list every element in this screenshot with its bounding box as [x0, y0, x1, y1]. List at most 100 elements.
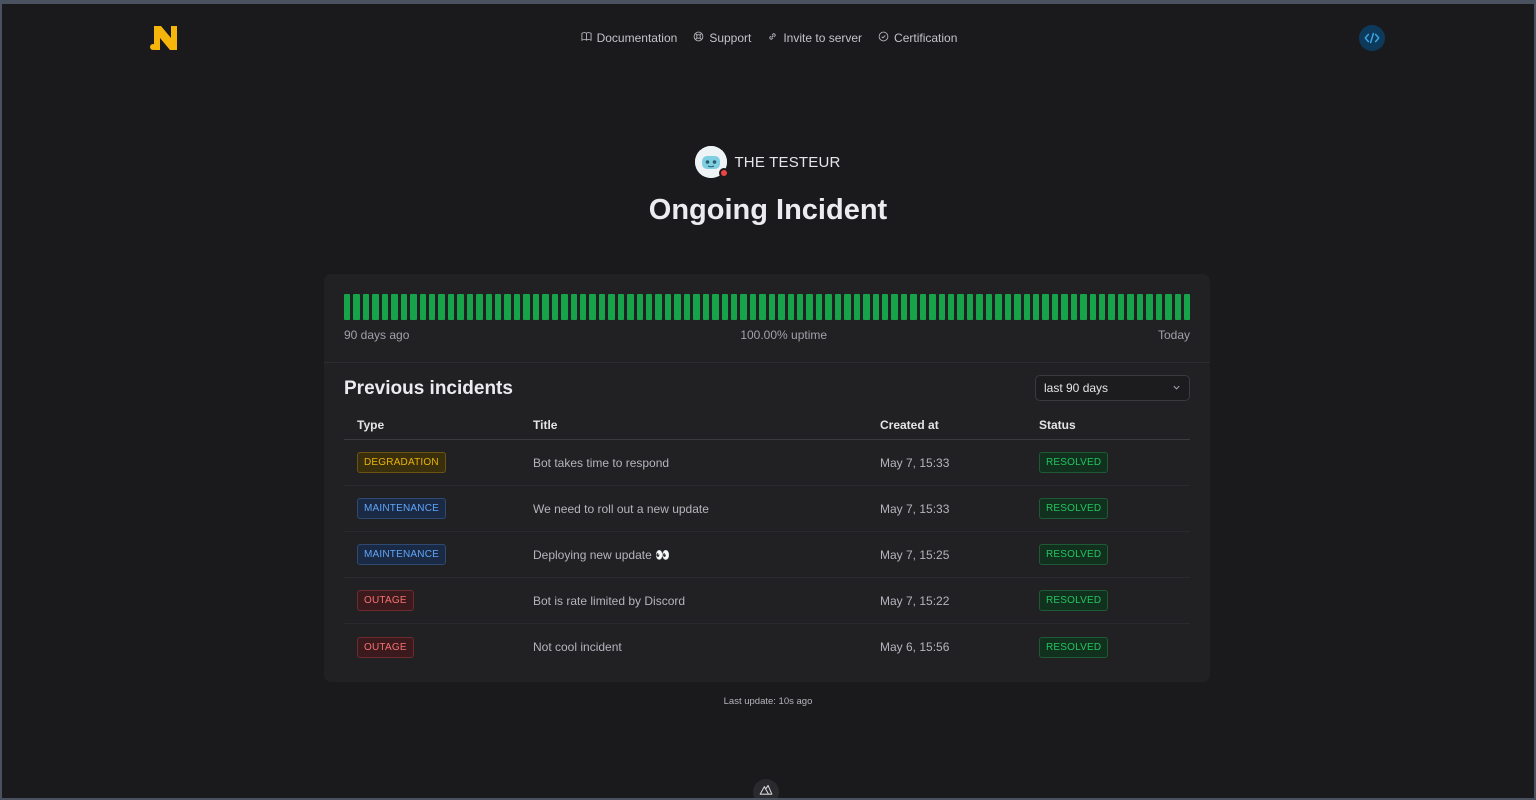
uptime-day-bar[interactable] [787, 294, 794, 320]
nav-documentation[interactable]: Documentation [581, 30, 677, 46]
uptime-day-bar[interactable] [919, 294, 927, 320]
uptime-day-bar[interactable] [532, 294, 540, 320]
uptime-day-bar[interactable] [636, 294, 643, 320]
table-row[interactable]: MAINTENANCE Deploying new update 👀 May 7… [344, 532, 1190, 578]
uptime-day-bar[interactable] [806, 294, 813, 320]
uptime-day-bar[interactable] [910, 294, 917, 320]
uptime-day-bar[interactable] [589, 294, 596, 320]
uptime-day-bar[interactable] [853, 294, 861, 320]
uptime-day-bar[interactable] [1165, 294, 1172, 320]
uptime-day-bar[interactable] [759, 294, 766, 320]
uptime-day-bar[interactable] [391, 294, 398, 320]
uptime-day-bar[interactable] [410, 294, 417, 320]
uptime-day-bar[interactable] [664, 294, 672, 320]
uptime-day-bar[interactable] [655, 294, 662, 320]
uptime-day-bar[interactable] [1080, 294, 1087, 320]
uptime-day-bar[interactable] [1070, 294, 1078, 320]
uptime-day-bar[interactable] [579, 294, 587, 320]
uptime-day-bar[interactable] [976, 294, 983, 320]
uptime-day-bar[interactable] [721, 294, 728, 320]
uptime-day-bar[interactable] [504, 294, 511, 320]
uptime-day-bar[interactable] [749, 294, 757, 320]
uptime-day-bar[interactable] [1174, 294, 1181, 320]
uptime-day-bar[interactable] [1099, 294, 1106, 320]
uptime-day-bar[interactable] [995, 294, 1002, 320]
uptime-day-bar[interactable] [966, 294, 974, 320]
uptime-day-bar[interactable] [900, 294, 908, 320]
uptime-day-bar[interactable] [797, 294, 804, 320]
uptime-day-bar[interactable] [1032, 294, 1040, 320]
uptime-day-bar[interactable] [778, 294, 785, 320]
uptime-day-bar[interactable] [1127, 294, 1134, 320]
uptime-day-bar[interactable] [372, 294, 379, 320]
uptime-day-bar[interactable] [617, 294, 625, 320]
uptime-day-bar[interactable] [674, 294, 681, 320]
uptime-day-bar[interactable] [929, 294, 936, 320]
uptime-day-bar[interactable] [1023, 294, 1030, 320]
uptime-day-bar[interactable] [825, 294, 832, 320]
uptime-day-bar[interactable] [1155, 294, 1163, 320]
uptime-day-bar[interactable] [1146, 294, 1153, 320]
nav-invite[interactable]: Invite to server [767, 30, 862, 46]
uptime-day-bar[interactable] [1061, 294, 1068, 320]
uptime-day-bar[interactable] [400, 294, 408, 320]
uptime-day-bar[interactable] [891, 294, 898, 320]
uptime-day-bar[interactable] [881, 294, 889, 320]
uptime-day-bar[interactable] [598, 294, 606, 320]
uptime-day-bar[interactable] [457, 294, 464, 320]
uptime-day-bar[interactable] [1117, 294, 1125, 320]
uptime-day-bar[interactable] [551, 294, 559, 320]
uptime-day-bar[interactable] [1042, 294, 1049, 320]
uptime-day-bar[interactable] [1089, 294, 1096, 320]
uptime-day-bar[interactable] [740, 294, 747, 320]
uptime-day-bar[interactable] [844, 294, 851, 320]
uptime-day-bar[interactable] [872, 294, 879, 320]
uptime-day-bar[interactable] [447, 294, 455, 320]
table-row[interactable]: OUTAGE Not cool incident May 6, 15:56 RE… [344, 624, 1190, 670]
uptime-day-bar[interactable] [938, 294, 945, 320]
uptime-day-bar[interactable] [561, 294, 568, 320]
uptime-day-bar[interactable] [362, 294, 370, 320]
uptime-day-bar[interactable] [948, 294, 955, 320]
uptime-day-bar[interactable] [381, 294, 389, 320]
uptime-day-bar[interactable] [957, 294, 964, 320]
uptime-day-bar[interactable] [1183, 294, 1191, 320]
uptime-day-bar[interactable] [495, 294, 502, 320]
uptime-day-bar[interactable] [513, 294, 521, 320]
nav-certification[interactable]: Certification [878, 30, 957, 46]
uptime-day-bar[interactable] [476, 294, 483, 320]
uptime-day-bar[interactable] [353, 294, 360, 320]
uptime-day-bar[interactable] [712, 294, 719, 320]
uptime-day-bar[interactable] [523, 294, 530, 320]
uptime-day-bar[interactable] [1136, 294, 1144, 320]
nav-support[interactable]: Support [693, 30, 751, 46]
uptime-day-bar[interactable] [570, 294, 577, 320]
uptime-day-bar[interactable] [344, 294, 351, 320]
brand-logo-icon[interactable] [148, 22, 178, 52]
uptime-day-bar[interactable] [608, 294, 615, 320]
uptime-day-bar[interactable] [466, 294, 474, 320]
table-row[interactable]: MAINTENANCE We need to roll out a new up… [344, 486, 1190, 532]
table-row[interactable]: DEGRADATION Bot takes time to respond Ma… [344, 440, 1190, 486]
range-select[interactable]: last 90 days [1035, 375, 1190, 401]
uptime-day-bar[interactable] [863, 294, 870, 320]
uptime-day-bar[interactable] [1014, 294, 1021, 320]
uptime-day-bar[interactable] [646, 294, 653, 320]
uptime-day-bar[interactable] [1004, 294, 1012, 320]
table-row[interactable]: OUTAGE Bot is rate limited by Discord Ma… [344, 578, 1190, 624]
uptime-day-bar[interactable] [768, 294, 776, 320]
uptime-day-bar[interactable] [834, 294, 842, 320]
uptime-day-bar[interactable] [730, 294, 738, 320]
uptime-day-bar[interactable] [438, 294, 445, 320]
devtools-button[interactable] [753, 779, 779, 798]
uptime-day-bar[interactable] [702, 294, 710, 320]
uptime-day-bar[interactable] [683, 294, 691, 320]
uptime-day-bar[interactable] [815, 294, 823, 320]
uptime-day-bar[interactable] [428, 294, 436, 320]
uptime-day-bar[interactable] [1108, 294, 1115, 320]
user-avatar[interactable] [1359, 25, 1385, 51]
uptime-day-bar[interactable] [419, 294, 426, 320]
uptime-day-bar[interactable] [485, 294, 492, 320]
uptime-day-bar[interactable] [985, 294, 993, 320]
uptime-day-bar[interactable] [542, 294, 549, 320]
